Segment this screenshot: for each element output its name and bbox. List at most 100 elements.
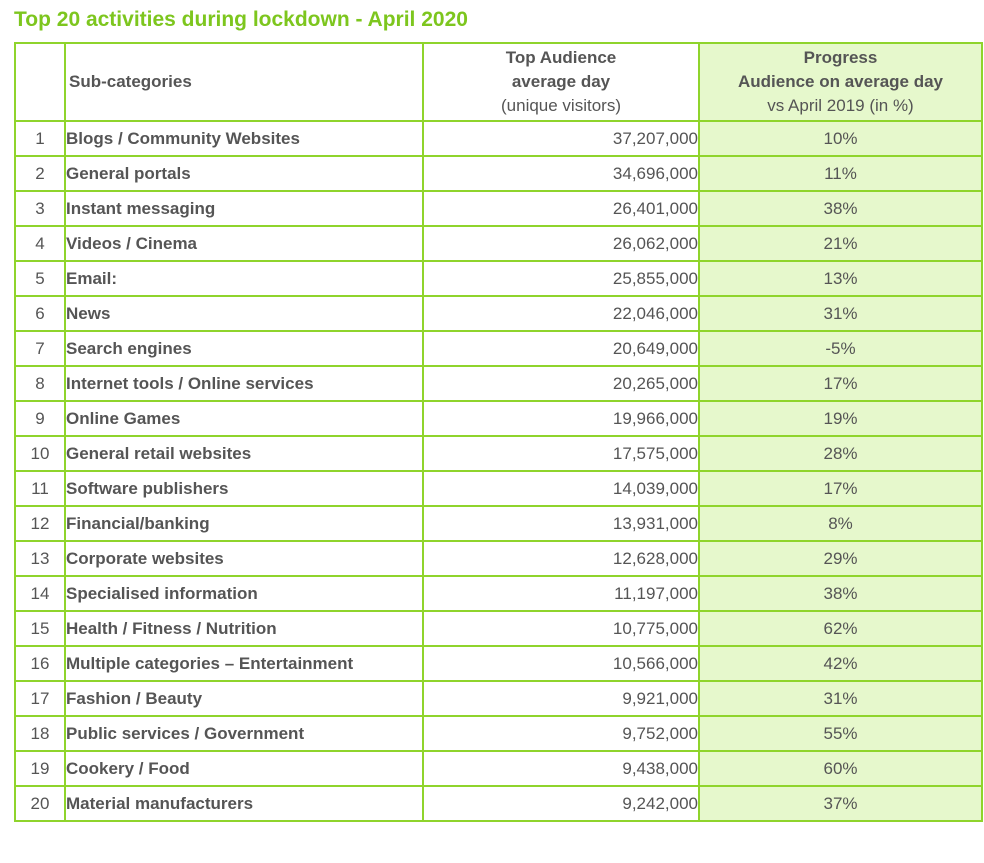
- table-row: 6 News 22,046,000 31%: [14, 295, 983, 332]
- table-row: 2 General portals 34,696,000 11%: [14, 155, 983, 192]
- rank-cell: 9: [14, 400, 66, 437]
- audience-cell: 25,855,000: [422, 260, 700, 297]
- table-row: 20 Material manufacturers 9,242,000 37%: [14, 785, 983, 822]
- audience-cell: 26,062,000: [422, 225, 700, 262]
- progress-cell: 38%: [698, 575, 983, 612]
- progress-cell: 38%: [698, 190, 983, 227]
- progress-cell: 29%: [698, 540, 983, 577]
- audience-cell: 19,966,000: [422, 400, 700, 437]
- rank-cell: 14: [14, 575, 66, 612]
- header-audience-line1: Top Audience: [505, 48, 617, 67]
- subcategory-cell: Software publishers: [64, 470, 424, 507]
- subcategory-cell: Online Games: [64, 400, 424, 437]
- header-progress-line1: Progress: [803, 48, 878, 67]
- audience-cell: 9,242,000: [422, 785, 700, 822]
- progress-cell: 17%: [698, 365, 983, 402]
- rank-cell: 19: [14, 750, 66, 787]
- subcategory-cell: Email:: [64, 260, 424, 297]
- table-row: 13 Corporate websites 12,628,000 29%: [14, 540, 983, 577]
- header-audience: Top Audience average day (unique visitor…: [422, 42, 700, 122]
- header-audience-line2: average day: [511, 72, 611, 91]
- subcategory-cell: Videos / Cinema: [64, 225, 424, 262]
- table-row: 16 Multiple categories – Entertainment 10,…: [14, 645, 983, 682]
- progress-cell: 19%: [698, 400, 983, 437]
- progress-cell: 31%: [698, 295, 983, 332]
- table-row: 1 Blogs / Community Websites 37,207,000 10%: [14, 120, 983, 157]
- activities-table: Sub-categories Top Audience average day …: [14, 42, 983, 822]
- rank-cell: 16: [14, 645, 66, 682]
- rank-cell: 11: [14, 470, 66, 507]
- table-row: 5 Email: 25,855,000 13%: [14, 260, 983, 297]
- audience-cell: 12,628,000: [422, 540, 700, 577]
- subcategory-cell: Material manufacturers: [64, 785, 424, 822]
- header-progress: Progress Audience on average day vs Apri…: [698, 42, 983, 122]
- audience-cell: 10,775,000: [422, 610, 700, 647]
- audience-cell: 9,438,000: [422, 750, 700, 787]
- header-progress-line3: vs April 2019 (in %): [767, 96, 914, 115]
- progress-cell: 13%: [698, 260, 983, 297]
- table-row: 8 Internet tools / Online services 20,265,…: [14, 365, 983, 402]
- audience-cell: 20,265,000: [422, 365, 700, 402]
- audience-cell: 14,039,000: [422, 470, 700, 507]
- table-row: 7 Search engines 20,649,000 -5%: [14, 330, 983, 367]
- subcategory-cell: Financial/banking: [64, 505, 424, 542]
- table-row: 18 Public services / Government 9,752,000 5…: [14, 715, 983, 752]
- rank-cell: 6: [14, 295, 66, 332]
- audience-cell: 26,401,000: [422, 190, 700, 227]
- header-progress-line2: Audience on average day: [737, 72, 944, 91]
- rank-cell: 4: [14, 225, 66, 262]
- table-row: 10 General retail websites 17,575,000 28%: [14, 435, 983, 472]
- progress-cell: 62%: [698, 610, 983, 647]
- rank-cell: 18: [14, 715, 66, 752]
- table-row: 17 Fashion / Beauty 9,921,000 31%: [14, 680, 983, 717]
- audience-cell: 34,696,000: [422, 155, 700, 192]
- progress-cell: 21%: [698, 225, 983, 262]
- rank-cell: 20: [14, 785, 66, 822]
- table-row: 11 Software publishers 14,039,000 17%: [14, 470, 983, 507]
- rank-cell: 15: [14, 610, 66, 647]
- audience-cell: 22,046,000: [422, 295, 700, 332]
- subcategory-cell: Health / Fitness / Nutrition: [64, 610, 424, 647]
- table-row: 4 Videos / Cinema 26,062,000 21%: [14, 225, 983, 262]
- progress-cell: 11%: [698, 155, 983, 192]
- table-row: 9 Online Games 19,966,000 19%: [14, 400, 983, 437]
- subcategory-cell: Corporate websites: [64, 540, 424, 577]
- table-row: 15 Health / Fitness / Nutrition 10,775,000…: [14, 610, 983, 647]
- rank-cell: 2: [14, 155, 66, 192]
- rank-cell: 7: [14, 330, 66, 367]
- subcategory-cell: Instant messaging: [64, 190, 424, 227]
- subcategory-cell: Fashion / Beauty: [64, 680, 424, 717]
- rank-cell: 3: [14, 190, 66, 227]
- progress-cell: 31%: [698, 680, 983, 717]
- subcategory-cell: Cookery / Food: [64, 750, 424, 787]
- subcategory-cell: Blogs / Community Websites: [64, 120, 424, 157]
- rank-cell: 1: [14, 120, 66, 157]
- table-body: 1 Blogs / Community Websites 37,207,000 10%…: [14, 120, 983, 822]
- audience-cell: 9,752,000: [422, 715, 700, 752]
- progress-cell: 42%: [698, 645, 983, 682]
- progress-cell: 8%: [698, 505, 983, 542]
- progress-cell: 28%: [698, 435, 983, 472]
- subcategory-cell: Multiple categories – Entertainment: [64, 645, 424, 682]
- progress-cell: 10%: [698, 120, 983, 157]
- rank-cell: 12: [14, 505, 66, 542]
- subcategory-cell: Internet tools / Online services: [64, 365, 424, 402]
- table-header-row: Sub-categories Top Audience average day …: [14, 42, 983, 122]
- subcategory-cell: Public services / Government: [64, 715, 424, 752]
- subcategory-cell: Specialised information: [64, 575, 424, 612]
- rank-cell: 17: [14, 680, 66, 717]
- rank-cell: 13: [14, 540, 66, 577]
- progress-cell: -5%: [698, 330, 983, 367]
- subcategory-cell: General retail websites: [64, 435, 424, 472]
- table-row: 3 Instant messaging 26,401,000 38%: [14, 190, 983, 227]
- table-row: 12 Financial/banking 13,931,000 8%: [14, 505, 983, 542]
- progress-cell: 17%: [698, 470, 983, 507]
- audience-cell: 17,575,000: [422, 435, 700, 472]
- progress-cell: 60%: [698, 750, 983, 787]
- subcategory-cell: General portals: [64, 155, 424, 192]
- header-subcategories: Sub-categories: [64, 42, 424, 122]
- audience-cell: 9,921,000: [422, 680, 700, 717]
- audience-cell: 20,649,000: [422, 330, 700, 367]
- audience-cell: 37,207,000: [422, 120, 700, 157]
- audience-cell: 13,931,000: [422, 505, 700, 542]
